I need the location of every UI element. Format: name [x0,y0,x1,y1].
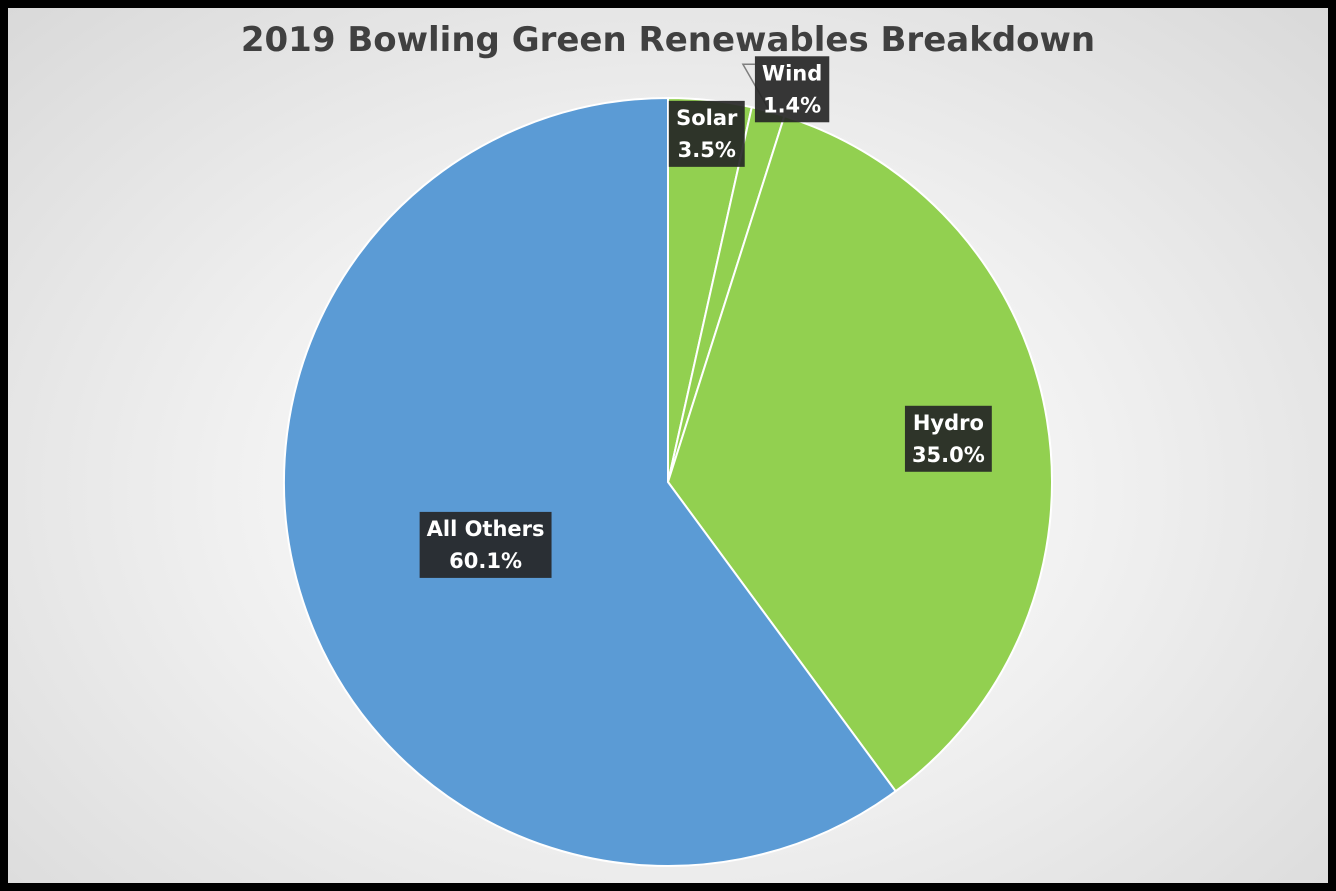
data-label-category: All Others [427,517,545,541]
data-label-box [668,100,745,167]
data-label-category: Hydro [913,411,984,435]
data-label-value: 3.5% [678,138,736,162]
data-label-value: 1.4% [763,93,821,117]
data-label-all-others: All Others 60.1% [419,511,552,578]
data-label-value: 35.0% [912,443,985,467]
slice-all-others [283,96,898,867]
labels-layer: Solar 3.5% Wind 1.4% Hydro 35.0% All Others 60.… [419,56,992,578]
data-label-solar: Solar 3.5% [668,100,745,167]
data-label-box [754,56,830,123]
data-label-box [419,511,552,578]
slice-hydro [666,114,1053,793]
data-label-value: 60.1% [449,549,522,573]
pie-chart: Solar 3.5% Wind 1.4% Hydro 35.0% All Others 60.… [283,56,1053,867]
data-label-wind: Wind 1.4% [754,56,830,123]
chart-title: 2019 Bowling Green Renewables Breakdown [240,20,1096,60]
data-label-category: Solar [676,106,738,130]
data-label-box [904,405,992,472]
data-label-hydro: Hydro 35.0% [904,405,992,472]
data-label-category: Wind [762,61,822,85]
slices-layer [283,96,1053,867]
chart-area: 2019 Bowling Green Renewables Breakdown … [8,8,1328,883]
